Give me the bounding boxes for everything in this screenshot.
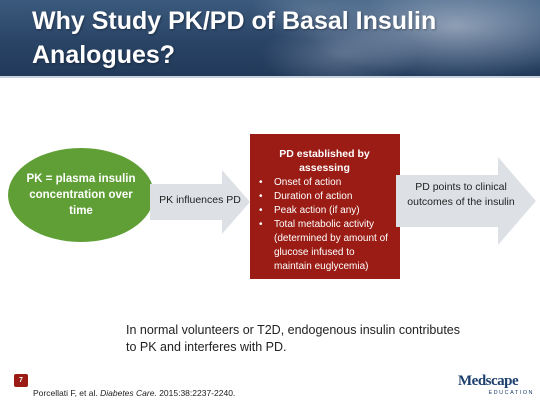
pk-to-pd-arrow: [150, 170, 250, 234]
header-divider: [0, 76, 540, 78]
logo-subtitle: EDUCATION: [488, 390, 534, 396]
header-cloud: [300, 0, 540, 76]
citation-journal: Diabetes Care.: [100, 388, 157, 398]
header-banner: Why Study PK/PD of Basal Insulin Analogu…: [0, 0, 540, 76]
slide-number-badge: 7: [14, 374, 28, 387]
list-item: Duration of action: [257, 190, 392, 204]
pd-to-outcomes-arrow: [396, 157, 536, 245]
header-cloud: [250, 0, 370, 40]
pd-assessment-box: PD established by assessing Onset of act…: [250, 134, 400, 279]
citation-details: 2015:38:2237-2240.: [159, 388, 236, 398]
citation: Porcellati F, et al. Diabetes Care. 2015…: [33, 388, 235, 398]
pd-criteria-list: Onset of action Duration of action Peak …: [257, 176, 392, 274]
list-item: Peak action (if any): [257, 204, 392, 218]
citation-authors: Porcellati F, et al.: [33, 388, 98, 398]
header-cloud: [260, 20, 420, 76]
logo-wordmark: Medscape: [458, 373, 519, 389]
slide-title: Why Study PK/PD of Basal Insulin Analogu…: [32, 7, 437, 69]
medscape-logo: Medscape EDUCATION: [458, 373, 534, 397]
list-item: Total metabolic activity (determined by …: [257, 218, 392, 274]
list-item: Onset of action: [257, 176, 392, 190]
pd-box-heading: PD established by assessing: [279, 148, 370, 174]
endogenous-insulin-note: In normal volunteers or T2D, endogenous …: [126, 323, 460, 354]
pk-definition-ellipse: PK = plasma insulin concentration over t…: [8, 148, 154, 242]
pk-influences-pd-label: PK influences PD: [159, 194, 241, 206]
pd-outcomes-label: PD points to clinical outcomes of the in…: [407, 181, 515, 208]
